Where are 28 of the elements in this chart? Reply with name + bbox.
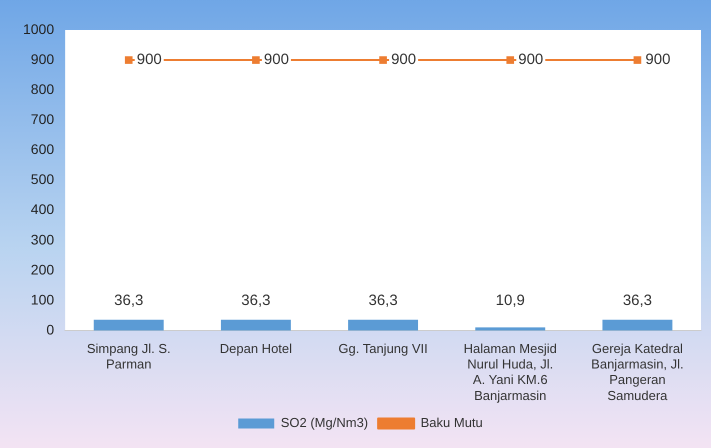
- data-label: 900: [391, 51, 416, 68]
- data-label: 10,9: [496, 292, 525, 310]
- x-tick-label: Halaman Mesjid Nurul Huda, Jl. A. Yani KM.6 Banjarmasin: [464, 340, 557, 403]
- y-tick-label: 700: [30, 111, 54, 128]
- data-label: 36,3: [241, 292, 271, 310]
- y-tick-label: 1000: [22, 20, 54, 37]
- y-tick-label: 100: [30, 291, 54, 308]
- data-label: 900: [645, 51, 670, 68]
- y-tick-label: 900: [30, 50, 54, 67]
- legend-label: SO2 (Mg/Nm3): [280, 415, 368, 430]
- data-label: 900: [264, 51, 289, 68]
- y-tick-label: 0: [46, 321, 54, 338]
- x-tick-label: Simpang Jl. S. Parman: [86, 340, 171, 372]
- y-tick-label: 300: [30, 231, 54, 248]
- data-label: 900: [518, 51, 544, 68]
- y-tick-label: 500: [30, 171, 54, 188]
- data-label: 36,3: [622, 292, 652, 310]
- y-tick-label: 200: [30, 261, 54, 278]
- legend-label: Baku Mutu: [420, 415, 483, 430]
- x-tick-label: Gereja Katedral Banjarmasin, Jl. Pangeran Samudera: [591, 340, 684, 403]
- data-label: 36,3: [114, 292, 144, 310]
- y-tick-label: 800: [30, 80, 54, 97]
- data-label: 900: [136, 51, 162, 68]
- y-tick-label: 600: [30, 141, 54, 158]
- x-tick-label: Gg. Tanjung VII: [338, 340, 428, 356]
- y-tick-label: 400: [30, 201, 54, 218]
- data-label: 36,3: [368, 292, 398, 310]
- x-tick-label: Depan Hotel: [220, 340, 292, 356]
